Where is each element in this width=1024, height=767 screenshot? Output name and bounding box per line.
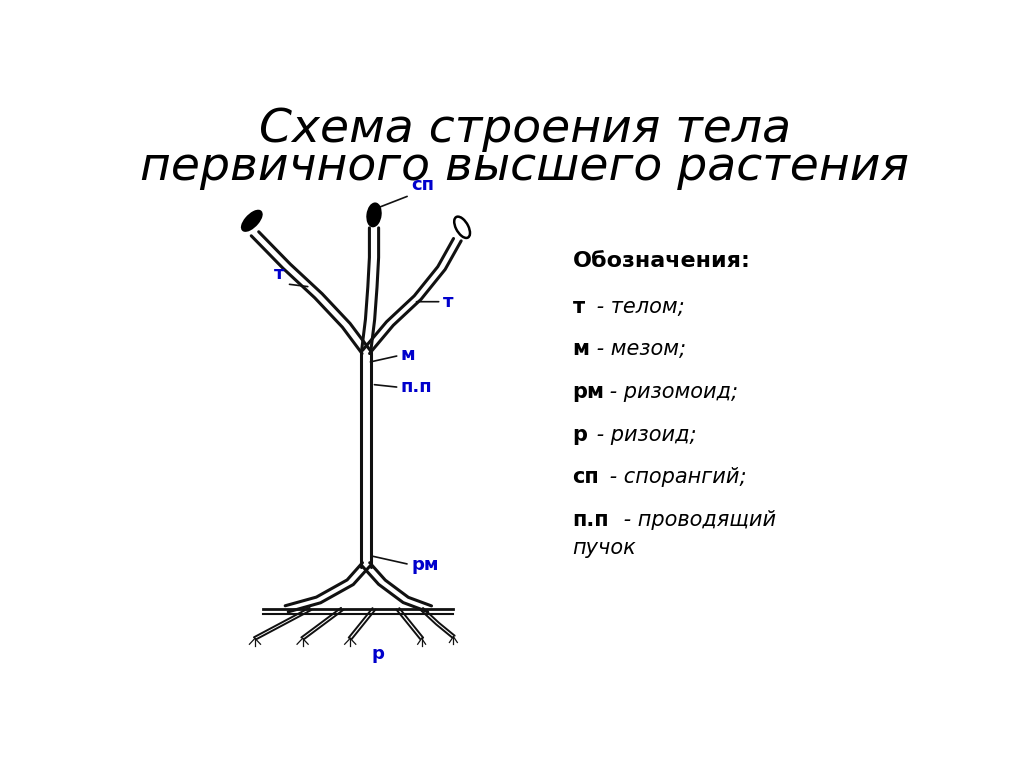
Text: м: м — [401, 347, 416, 364]
Text: - ризомоид;: - ризомоид; — [603, 382, 738, 402]
Text: Схема строения тела: Схема строения тела — [259, 107, 791, 152]
Text: р: р — [572, 425, 588, 445]
Text: - спорангий;: - спорангий; — [603, 467, 746, 487]
Text: сп: сп — [412, 176, 434, 194]
Text: - проводящий: - проводящий — [616, 509, 776, 529]
Text: т: т — [443, 293, 454, 311]
Text: пучок: пучок — [572, 538, 636, 558]
Text: - мезом;: - мезом; — [590, 340, 686, 360]
Ellipse shape — [242, 211, 261, 231]
Text: т: т — [273, 265, 285, 283]
Text: п.п: п.п — [401, 378, 432, 397]
Text: рм: рм — [412, 555, 439, 574]
Ellipse shape — [368, 204, 381, 226]
Text: рм: рм — [572, 382, 604, 402]
Text: - ризоид;: - ризоид; — [590, 425, 696, 445]
Text: первичного высшего растения: первичного высшего растения — [140, 145, 909, 190]
Text: Обозначения:: Обозначения: — [572, 252, 751, 272]
Text: сп: сп — [572, 467, 599, 487]
Text: п.п: п.п — [572, 509, 609, 529]
Text: т: т — [572, 297, 585, 317]
Text: - телом;: - телом; — [590, 297, 684, 317]
Text: м: м — [572, 340, 590, 360]
Text: р: р — [372, 645, 384, 663]
Ellipse shape — [455, 216, 470, 238]
